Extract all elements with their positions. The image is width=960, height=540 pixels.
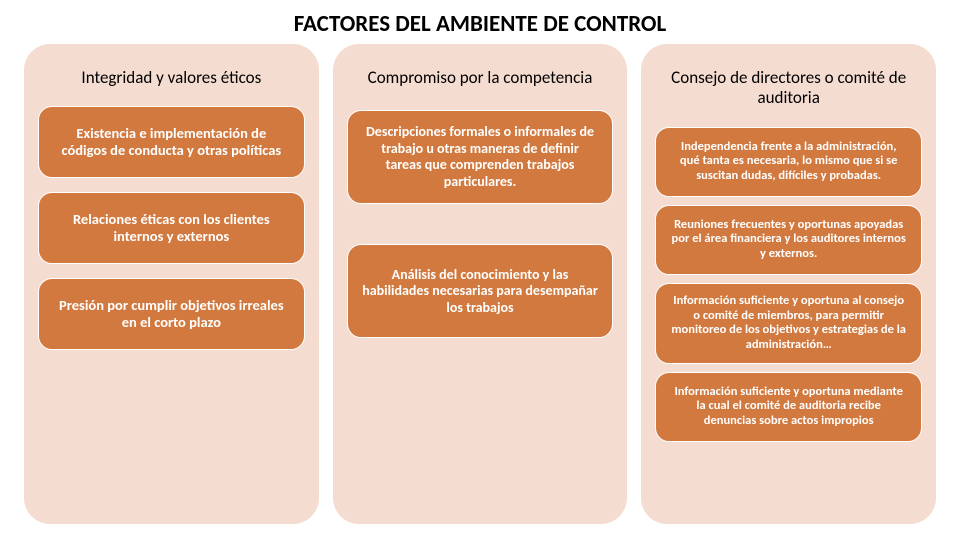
column-consejo: Consejo de directores o comité de audito… bbox=[641, 44, 936, 524]
column-items: Existencia e implementación de códigos d… bbox=[38, 106, 305, 510]
column-header: Consejo de directores o comité de audito… bbox=[655, 58, 922, 127]
column-header: Integridad y valores éticos bbox=[38, 58, 305, 106]
info-card: Descripciones formales o informales de t… bbox=[347, 110, 614, 204]
info-card: Presión por cumplir objetivos irreales e… bbox=[38, 278, 305, 350]
column-integridad: Integridad y valores éticos Existencia e… bbox=[24, 44, 319, 524]
info-card: Información suficiente y oportuna al con… bbox=[655, 283, 922, 364]
info-card: Información suficiente y oportuna median… bbox=[655, 372, 922, 442]
page-title: FACTORES DEL AMBIENTE DE CONTROL bbox=[0, 0, 960, 44]
column-items: Independencia frente a la administración… bbox=[655, 127, 922, 510]
info-card: Independencia frente a la administración… bbox=[655, 127, 922, 197]
columns-container: Integridad y valores éticos Existencia e… bbox=[0, 44, 960, 538]
info-card: Análisis del conocimiento y las habilida… bbox=[347, 244, 614, 338]
column-items: Descripciones formales o informales de t… bbox=[347, 106, 614, 510]
column-compromiso: Compromiso por la competencia Descripcio… bbox=[333, 44, 628, 524]
info-card: Existencia e implementación de códigos d… bbox=[38, 106, 305, 178]
info-card: Relaciones éticas con los clientes inter… bbox=[38, 192, 305, 264]
column-header: Compromiso por la competencia bbox=[347, 58, 614, 106]
info-card: Reuniones frecuentes y oportunas apoyada… bbox=[655, 205, 922, 275]
